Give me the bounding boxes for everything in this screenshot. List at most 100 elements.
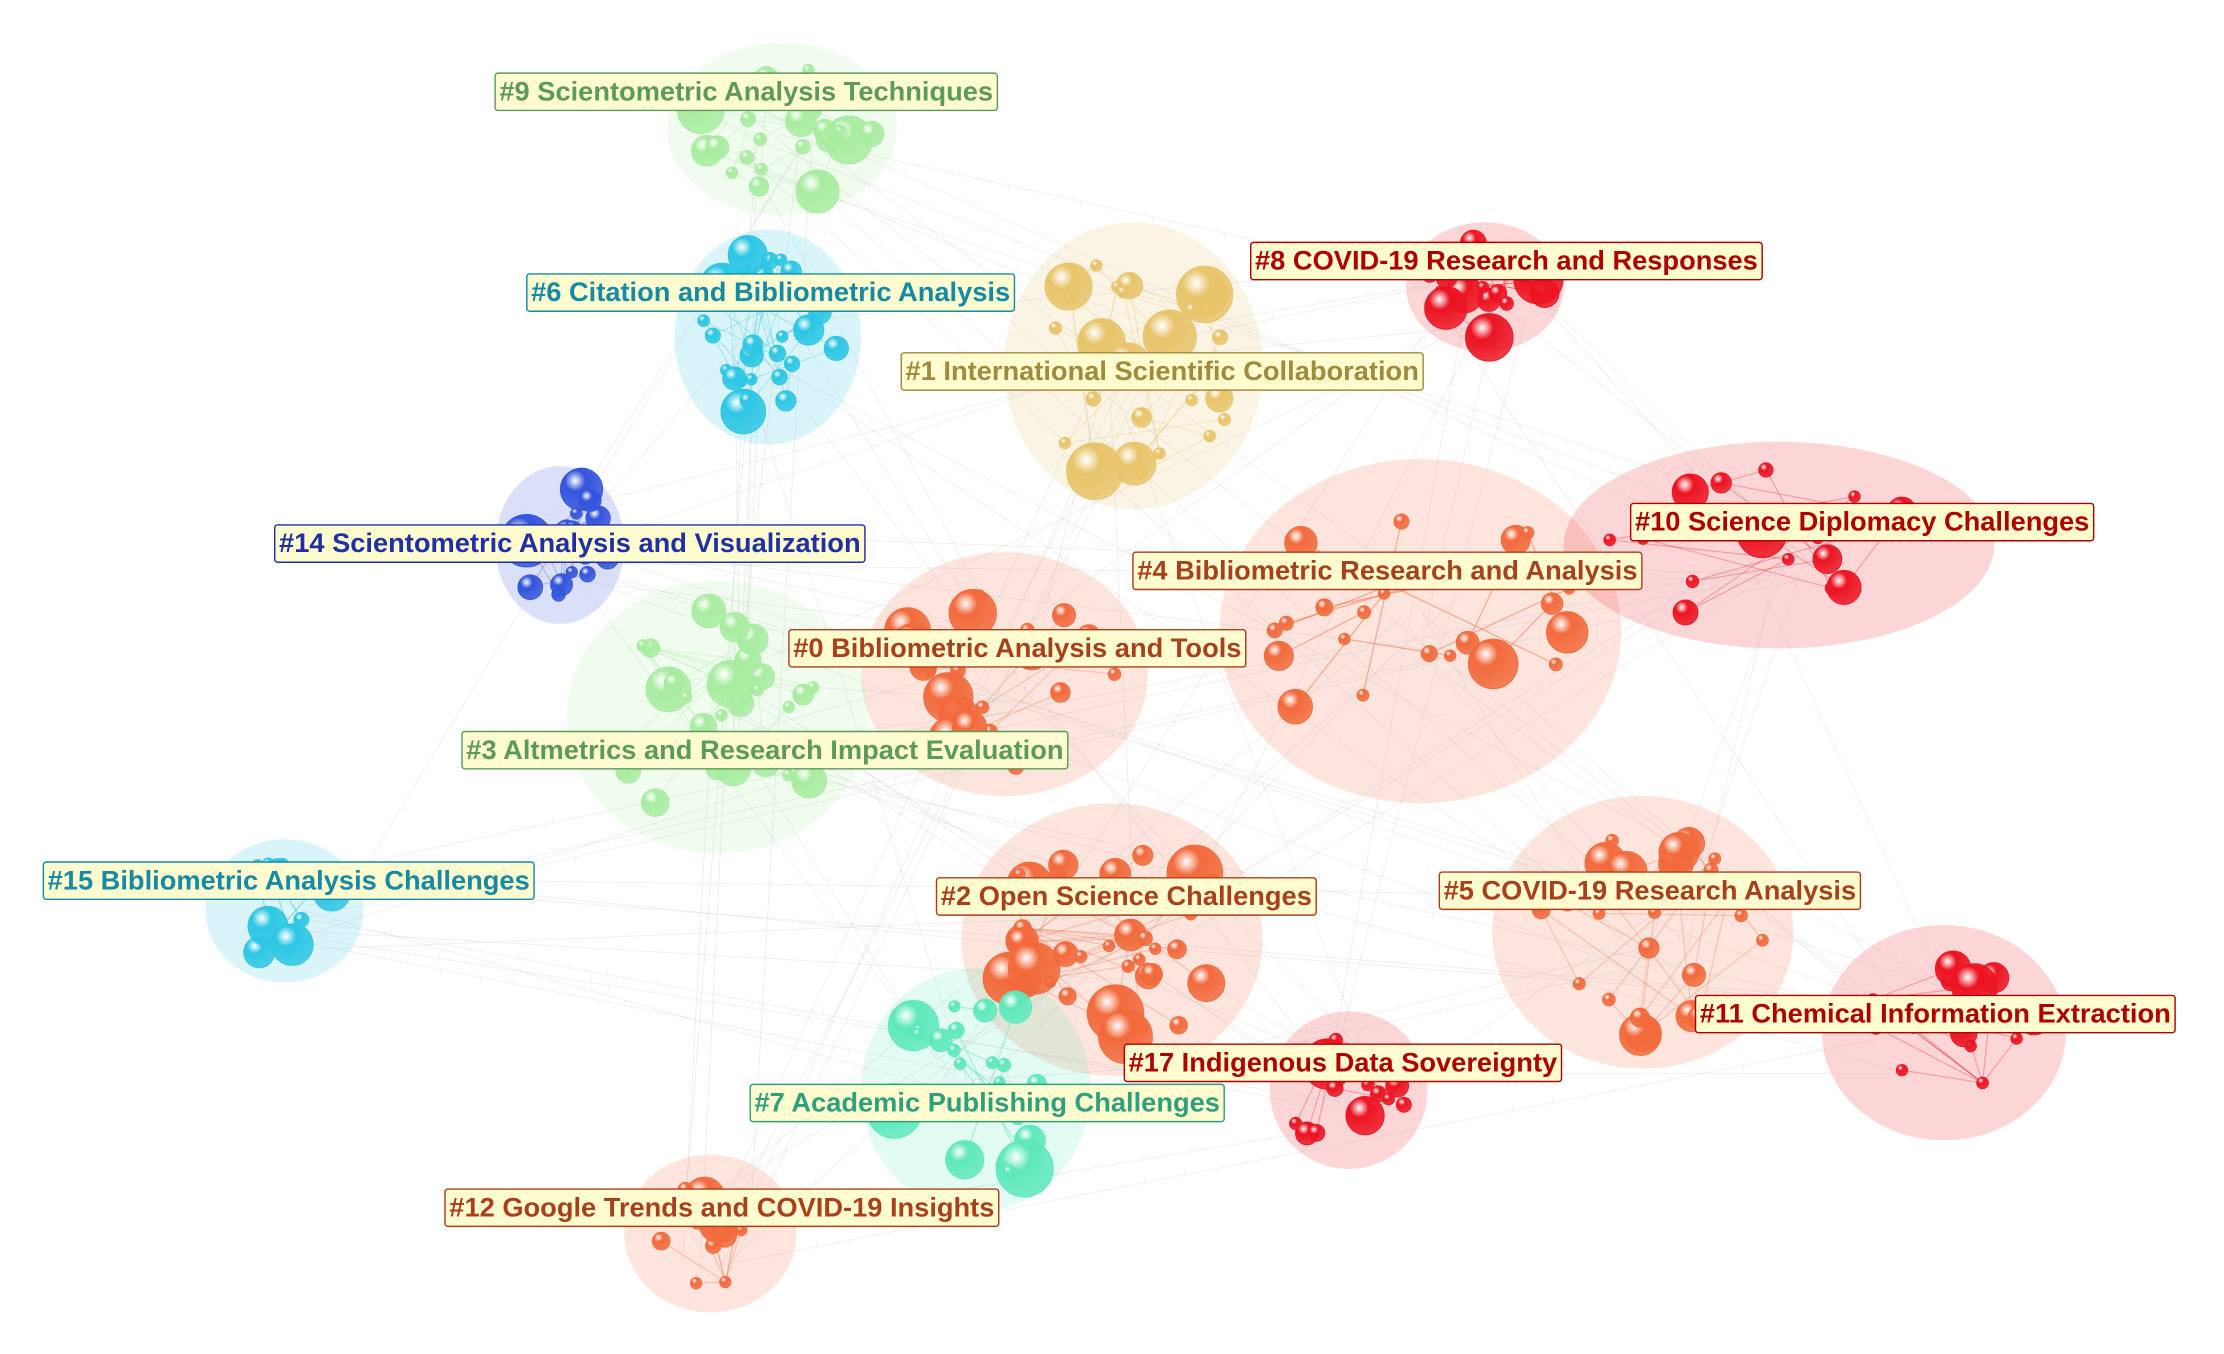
node (739, 392, 756, 409)
cluster-label: #17 Indigenous Data Sovereignty (1123, 1043, 1563, 1083)
node (1044, 262, 1093, 311)
link (1449, 320, 1935, 1059)
node (579, 565, 596, 583)
link (1141, 416, 1210, 437)
link (1642, 538, 1832, 589)
node (1848, 490, 1861, 503)
node (1540, 592, 1564, 615)
label-box (749, 1083, 1225, 1123)
node (1545, 611, 1589, 654)
link (740, 744, 978, 1125)
label-text: #3 Altmetrics and Research Impact Evalua… (466, 734, 1063, 765)
node (1085, 391, 1102, 407)
link (1004, 288, 1492, 641)
label-box (1132, 551, 1643, 591)
node (1149, 942, 1162, 955)
node (1131, 407, 1152, 428)
link (528, 574, 1039, 639)
link (1540, 909, 1692, 1017)
node (1133, 953, 1146, 966)
node (755, 162, 768, 176)
node (1218, 413, 1231, 426)
node (1277, 688, 1314, 725)
label-text: #1 International Scientific Collaboratio… (906, 355, 1419, 386)
node (1812, 544, 1843, 574)
cluster-label: #5 COVID-19 Research Analysis (1438, 871, 1862, 911)
link (1599, 912, 1742, 917)
node (953, 1057, 967, 1070)
label-text: #12 Google Trends and COVID-19 Insights (449, 1191, 994, 1222)
label-box (494, 72, 999, 112)
link (540, 532, 1971, 1035)
link (761, 146, 804, 170)
node (2010, 1032, 2023, 1045)
node (774, 253, 788, 266)
node (1455, 630, 1480, 655)
node (996, 1057, 1011, 1073)
node (753, 132, 767, 147)
link (1913, 1027, 1983, 1084)
link (1540, 909, 1580, 984)
node (1052, 603, 1077, 628)
cluster-label: #9 Scientometric Analysis Techniques (494, 72, 999, 112)
link (729, 596, 1460, 1262)
link (248, 915, 1131, 953)
label-box (274, 524, 866, 563)
node (1058, 436, 1072, 450)
label-box (1438, 871, 1862, 911)
cluster-label: #4 Bibliometric Research and Analysis (1132, 551, 1643, 591)
link (719, 392, 1092, 1215)
link (1278, 611, 1365, 657)
label-text: #9 Scientometric Analysis Techniques (499, 75, 993, 106)
node (1710, 472, 1732, 494)
link (1064, 419, 1225, 444)
link (527, 549, 1959, 992)
link (1278, 611, 1365, 657)
node (570, 507, 583, 520)
node (748, 176, 770, 197)
label-text: #10 Science Diplomacy Challenges (1635, 506, 2089, 537)
node (1756, 933, 1769, 947)
link (252, 908, 1382, 1119)
link (684, 378, 750, 1213)
link (748, 169, 1806, 520)
node (1499, 296, 1514, 311)
node (1976, 1076, 1989, 1090)
link (724, 1229, 742, 1283)
label-box (461, 730, 1069, 770)
node (1548, 657, 1563, 672)
node (680, 691, 693, 704)
label-text: #11 Chemical Information Extraction (1700, 998, 2171, 1029)
node (1685, 574, 1700, 589)
link (1875, 1026, 1983, 1084)
node (1167, 939, 1187, 959)
link (964, 1006, 1017, 1160)
node (1048, 849, 1079, 880)
node (887, 1000, 939, 1052)
node (565, 565, 578, 579)
label-text: #7 Academic Publishing Challenges (755, 1087, 1220, 1118)
link (1430, 579, 1762, 640)
cluster-label: #14 Scientometric Analysis and Visualiza… (274, 524, 866, 563)
link (790, 375, 1673, 967)
label-text: #17 Indigenous Data Sovereignty (1129, 1046, 1558, 1077)
node (1681, 962, 1706, 987)
node (1050, 682, 1071, 703)
cluster-label: #3 Altmetrics and Research Impact Evalua… (461, 730, 1069, 770)
node (1602, 992, 1616, 1007)
link (1692, 558, 1828, 582)
node (783, 355, 801, 372)
node (1203, 429, 1216, 443)
label-text: #4 Bibliometric Research and Analysis (1137, 554, 1637, 585)
node (697, 314, 710, 328)
node (1090, 259, 1103, 272)
link (740, 133, 1760, 531)
link (1421, 612, 1607, 915)
node (1382, 1092, 1395, 1106)
node (947, 1021, 965, 1039)
node (1672, 599, 1699, 626)
node (912, 1027, 925, 1041)
node (948, 1000, 961, 1013)
label-text: #15 Bibliometric Analysis Challenges (48, 864, 530, 895)
